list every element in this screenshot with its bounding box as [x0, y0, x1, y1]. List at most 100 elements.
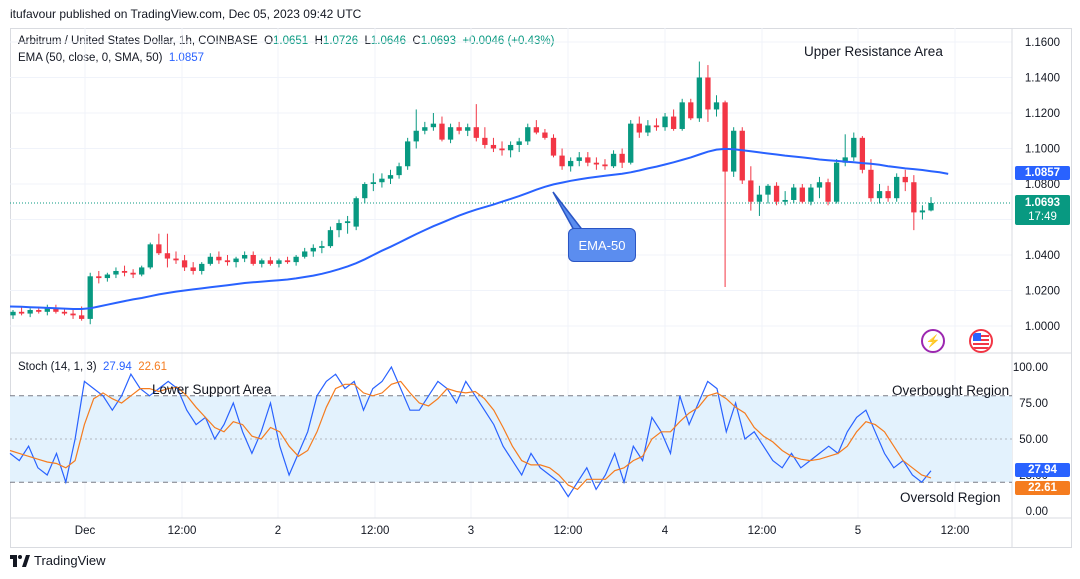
- candle-body: [130, 272, 136, 275]
- lightning-icon[interactable]: ⚡: [921, 329, 945, 353]
- candle-body: [928, 202, 934, 211]
- legend-close: 1.0693: [420, 35, 456, 47]
- candle-body: [216, 256, 222, 261]
- candle-body: [791, 187, 797, 200]
- price-tick-label: 1.0200: [1025, 286, 1060, 298]
- candle-body: [302, 251, 308, 257]
- legend-open-label: O: [264, 35, 274, 47]
- legend-high: 1.0726: [322, 35, 359, 47]
- ema-line: [9, 147, 949, 310]
- candle-body: [121, 270, 128, 273]
- candle-body: [782, 199, 788, 202]
- candle-body: [147, 244, 153, 268]
- candle-body: [756, 194, 763, 202]
- candle-body: [696, 77, 703, 119]
- stoch-tick-label: 50.00: [1019, 434, 1048, 446]
- candle-body: [456, 127, 462, 131]
- candle-body: [413, 130, 419, 142]
- candle-body: [224, 260, 231, 263]
- candle-body: [636, 123, 642, 133]
- candle-body: [327, 230, 334, 247]
- candle-body: [602, 164, 608, 167]
- lower-support-label: Lower Support Area: [152, 382, 272, 397]
- legend-stoch-k: 27.94: [103, 361, 132, 373]
- candle-body: [439, 123, 445, 140]
- close-price-value: 1.0693: [1024, 197, 1061, 209]
- upper-resistance-label: Upper Resistance Area: [804, 44, 943, 59]
- candle-body: [628, 123, 634, 163]
- candle-body: [404, 141, 411, 167]
- candle-body: [447, 127, 454, 140]
- candle-body: [370, 182, 376, 184]
- candle-body: [362, 184, 368, 199]
- legend-high-label: H: [314, 35, 323, 47]
- legend-stoch-label: Stoch (14, 1, 3): [18, 361, 97, 373]
- candle-body: [722, 102, 728, 172]
- ema-callout: EMA-50: [568, 228, 636, 262]
- candle-countdown: 17:49: [1028, 211, 1057, 223]
- candle-body: [833, 162, 840, 202]
- ema-price-tag: 1.0857: [1015, 166, 1070, 180]
- legend-ema: EMA (50, close, 0, SMA, 50) 1.0857: [18, 52, 204, 64]
- stoch-lines: [9, 365, 932, 498]
- candle-body: [885, 191, 891, 199]
- legend-change: +0.0046 (+0.43%): [462, 35, 555, 47]
- time-tick-label: 12:00: [361, 525, 390, 537]
- candle-body: [490, 144, 497, 149]
- price-tick-label: 1.1400: [1025, 73, 1060, 85]
- candle-body: [713, 102, 720, 110]
- candle-body: [353, 198, 359, 227]
- candle-body: [507, 144, 514, 151]
- candle-body: [842, 157, 848, 163]
- candle-body: [773, 185, 780, 202]
- ema-50-line: [9, 147, 949, 310]
- time-tick-label: 12:00: [748, 525, 777, 537]
- candle-body: [139, 267, 145, 275]
- candle-body: [550, 137, 557, 156]
- candle-body: [250, 255, 256, 264]
- candle-body: [61, 311, 68, 314]
- price-tick-label: 1.0400: [1025, 250, 1060, 262]
- candle-body: [919, 210, 926, 213]
- candle-body: [181, 260, 188, 268]
- candle-body: [36, 310, 42, 312]
- stoch-tick-label: 0.00: [1026, 506, 1048, 518]
- candle-body: [645, 125, 651, 133]
- candle-body: [765, 185, 771, 195]
- time-tick-label: 4: [662, 525, 669, 537]
- close-price-tag: 1.0693 17:49: [1015, 195, 1070, 225]
- candle-body: [662, 116, 668, 128]
- time-tick-label: 12:00: [168, 525, 197, 537]
- candle-body: [859, 137, 866, 170]
- chart-frame: [10, 28, 1072, 548]
- candle-body: [739, 130, 745, 181]
- candle-body: [525, 127, 531, 142]
- legend-stoch-d: 22.61: [138, 361, 167, 373]
- candle-body: [87, 276, 93, 319]
- legend-ema-value: 1.0857: [168, 52, 205, 64]
- candle-body: [96, 276, 102, 279]
- candle-body: [267, 260, 274, 264]
- candle-body: [284, 260, 291, 263]
- candle-body: [430, 123, 437, 128]
- legend-close-label: C: [412, 35, 421, 47]
- candle-body: [902, 176, 908, 183]
- candle-body: [816, 182, 823, 188]
- candle-body: [156, 244, 162, 254]
- stoch-tick-label: 75.00: [1019, 398, 1048, 410]
- stoch-k-tag: 27.94: [1015, 463, 1070, 477]
- footer-brand[interactable]: TradingView: [10, 553, 106, 568]
- time-tick-label: 12:00: [554, 525, 583, 537]
- candle-body: [868, 169, 874, 199]
- price-tick-label: 1.1200: [1025, 108, 1060, 120]
- candle-body: [499, 148, 505, 151]
- candle-body: [190, 267, 196, 271]
- stoch-k-line: [9, 365, 932, 498]
- us-flag-icon[interactable]: [969, 329, 993, 353]
- candle-body: [911, 182, 917, 213]
- candle-body: [387, 175, 394, 179]
- candle-body: [688, 102, 694, 119]
- candle-body: [233, 258, 239, 263]
- candle-body: [851, 137, 857, 158]
- candle-body: [679, 102, 685, 129]
